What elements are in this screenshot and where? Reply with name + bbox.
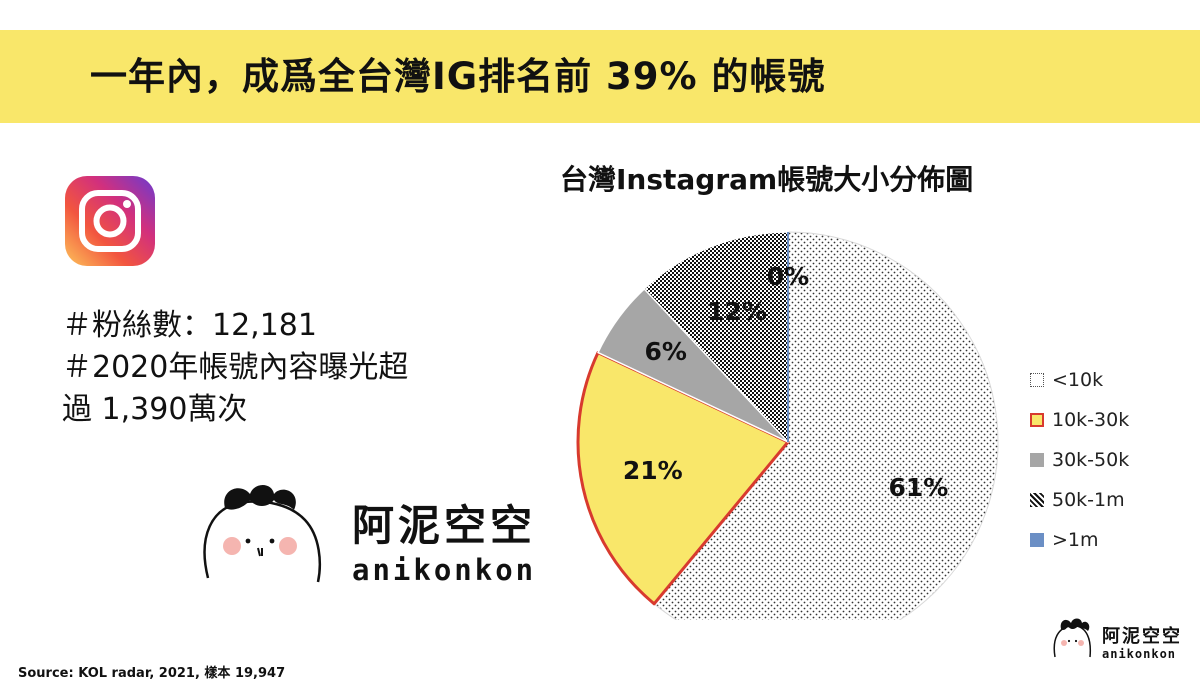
- legend-item: 10k-30k: [1030, 400, 1129, 440]
- chart-title: 台灣Instagram帳號大小分佈圖: [560, 163, 974, 196]
- legend-swatch: [1030, 453, 1044, 467]
- pie-data-label-10k: 61%: [888, 473, 948, 502]
- pie-chart: 61% 21% 6% 12%0%: [576, 231, 999, 620]
- header-banner: 一年內，成爲全台灣IG排名前 39% 的帳號: [0, 30, 1200, 123]
- chart-legend: <10k 10k-30k 30k-50k 50k-1m >1m: [1030, 360, 1129, 560]
- exposure-stat: ＃2020年帳號內容曝光超: [62, 350, 409, 385]
- exposure-stat-continued: 過 1,390萬次: [62, 392, 248, 427]
- legend-swatch: [1030, 373, 1044, 387]
- pie-data-label-1m: 0%: [767, 262, 809, 291]
- legend-label: 50k-1m: [1052, 489, 1125, 511]
- legend-label: 10k-30k: [1052, 409, 1130, 431]
- legend-swatch: [1030, 533, 1044, 547]
- legend-item: >1m: [1030, 520, 1129, 560]
- pie-slice-50k-1m: [643, 231, 789, 443]
- legend-item: <10k: [1030, 360, 1129, 400]
- legend-label: >1m: [1052, 529, 1099, 551]
- legend-swatch: [1030, 493, 1044, 507]
- pie-slice-10k: [653, 231, 999, 620]
- brand-name-english: anikonkon: [352, 553, 537, 587]
- legend-label: <10k: [1052, 369, 1104, 391]
- mini-mascot-icon: [1053, 618, 1092, 658]
- pie-slice-10k-30k: [576, 351, 790, 606]
- mini-brand-chinese: 阿泥空空: [1102, 626, 1182, 647]
- legend-swatch: [1030, 413, 1044, 427]
- followers-stat: ＃粉絲數：12,181: [62, 308, 317, 343]
- legend-item: 50k-1m: [1030, 480, 1129, 520]
- instagram-logo-icon: [65, 176, 155, 266]
- legend-label: 30k-50k: [1052, 449, 1130, 471]
- page-title: 一年內，成爲全台灣IG排名前 39% 的帳號: [90, 55, 826, 98]
- account-stats: ＃粉絲數：12,181 ＃2020年帳號內容曝光超 過 1,390萬次: [62, 305, 408, 431]
- pie-data-label-10k-30k: 21%: [623, 456, 683, 485]
- mascot-icon: [203, 485, 321, 583]
- source-note: Source: KOL radar, 2021, 樣本 19,947: [18, 666, 286, 681]
- pie-data-label-50k-1m: 12%: [707, 297, 767, 326]
- mini-brand-english: anikonkon: [1102, 647, 1177, 661]
- legend-item: 30k-50k: [1030, 440, 1129, 480]
- brand-name-chinese: 阿泥空空: [352, 501, 537, 550]
- pie-data-label-30k-50k: 6%: [644, 337, 686, 366]
